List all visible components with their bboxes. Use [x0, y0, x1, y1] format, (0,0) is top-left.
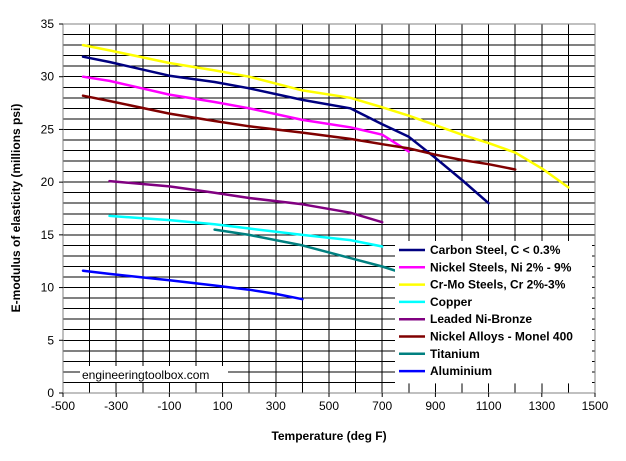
y-axis-title: E-modulus of elasticity (millions psi): [9, 104, 23, 313]
legend-label: Copper: [430, 295, 472, 309]
legend-label: Nickel Steels, Ni 2% - 9%: [430, 260, 572, 274]
watermark-background: [80, 366, 228, 382]
series-line-7: [81, 269, 304, 301]
x-tick-label: 900: [425, 399, 445, 413]
y-tick-label: 35: [41, 17, 55, 31]
x-tick-label: 1500: [582, 399, 609, 413]
legend-label: Nickel Alloys - Monel 400: [430, 330, 573, 344]
y-tick-label: 0: [47, 386, 54, 400]
x-tick-label: 100: [213, 399, 233, 413]
series-line-1: [81, 75, 411, 153]
x-tick-label: 300: [266, 399, 286, 413]
x-tick-label: 1300: [528, 399, 555, 413]
legend-label: Leaded Ni-Bronze: [430, 312, 532, 326]
series-line-5: [81, 94, 517, 171]
series-layer: [81, 43, 570, 301]
series-line-0: [81, 55, 490, 205]
y-tick-label: 15: [41, 228, 55, 242]
y-tick-label: 5: [47, 333, 54, 347]
x-tick-label: 700: [372, 399, 392, 413]
x-tick-label: 1100: [476, 399, 502, 413]
legend-label: Carbon Steel, C < 0.3%: [430, 243, 561, 257]
y-tick-label: 30: [41, 70, 55, 84]
legend-label: Titanium: [430, 347, 480, 361]
watermark: engineeringtoolbox.com: [82, 368, 209, 382]
y-tick-label: 10: [41, 281, 55, 295]
x-tick-label: 500: [319, 399, 339, 413]
x-tick-labels: -500 -300 -100 100 300 500 700 900 1100 1300 1500: [51, 393, 609, 413]
legend-label: Aluminium: [430, 364, 492, 378]
y-tick-label: 20: [41, 175, 55, 189]
series-line-3: [108, 214, 384, 248]
series-line-4: [108, 179, 384, 224]
series-line-2: [81, 43, 570, 189]
legend-label: Cr-Mo Steels, Cr 2%-3%: [430, 278, 566, 292]
legend: Carbon Steel, C < 0.3% Nickel Steels, Ni …: [395, 241, 592, 384]
x-axis-title: Temperature (deg F): [271, 429, 386, 443]
x-tick-label: -500: [51, 399, 75, 413]
legend-background: [395, 241, 592, 384]
x-tick-label: -100: [157, 399, 181, 413]
y-tick-labels: 0 5 10 15 20 25 30 35: [41, 17, 63, 400]
x-tick-label: -300: [104, 399, 128, 413]
series-line-6: [213, 228, 411, 277]
y-tick-label: 25: [41, 122, 55, 136]
